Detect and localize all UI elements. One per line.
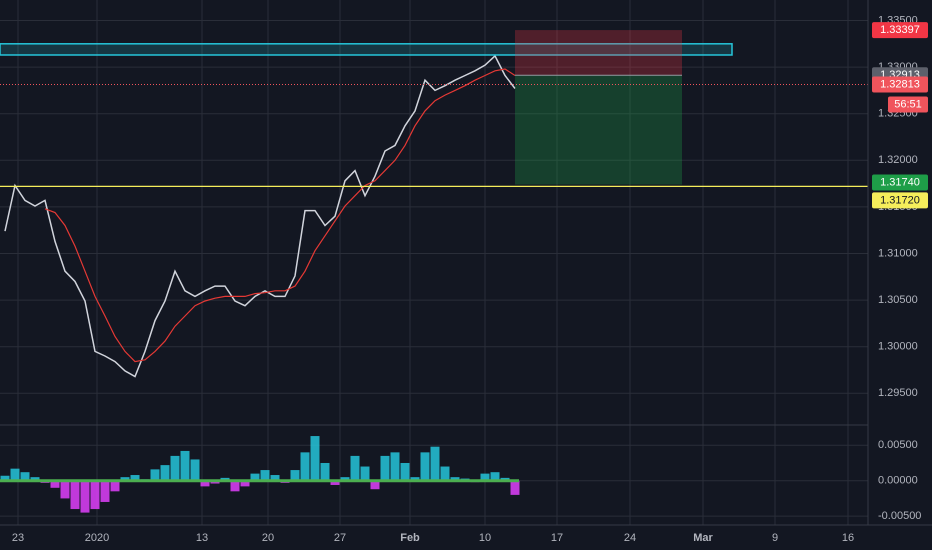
- histogram-bar: [370, 480, 380, 490]
- stop-area: [515, 30, 682, 76]
- histogram-bar: [430, 446, 440, 481]
- histogram-bar: [160, 465, 170, 481]
- histogram-bar: [440, 466, 450, 481]
- histogram-bar: [390, 452, 400, 481]
- histogram-bar: [170, 455, 180, 481]
- histogram-bar: [490, 472, 500, 481]
- histogram-bar: [20, 472, 30, 481]
- x-tick-label: Mar: [693, 532, 713, 544]
- histogram-bar: [250, 473, 260, 481]
- resistance-zone: [0, 43, 733, 56]
- y-tick-label: 1.31000: [878, 247, 918, 259]
- histogram-bar: [100, 480, 110, 502]
- target-area: [515, 75, 682, 185]
- histogram-bar: [110, 480, 120, 492]
- histogram-bar: [310, 436, 320, 481]
- histogram-bar: [450, 477, 460, 481]
- histogram-bar: [70, 480, 80, 510]
- target-badge: [872, 174, 928, 191]
- y-tick-label: 1.30500: [878, 294, 918, 306]
- histogram-bar: [130, 475, 140, 481]
- histogram-bar: [380, 455, 390, 481]
- histogram-bar: [30, 477, 40, 481]
- y-tick-label: 0.00500: [878, 439, 918, 451]
- x-tick-label: 9: [772, 532, 778, 544]
- histogram-bar: [260, 470, 270, 481]
- price-line: [44, 68, 516, 363]
- support-badge: [872, 192, 928, 209]
- histogram-bar: [10, 468, 20, 481]
- x-tick-label: 10: [479, 532, 491, 544]
- histogram-bar: [80, 480, 90, 513]
- countdown-label: 56:51: [894, 98, 922, 110]
- countdown-badge: [888, 96, 928, 113]
- histogram-bar: [480, 473, 490, 481]
- histogram-bar: [180, 450, 190, 481]
- x-tick-label: 24: [624, 532, 636, 544]
- histogram-bar: [410, 477, 420, 481]
- histogram-bar: [0, 475, 10, 481]
- x-tick-label: 20: [262, 532, 274, 544]
- support-label: 1.31720: [880, 194, 920, 206]
- histogram-bar: [290, 470, 300, 481]
- histogram-bar: [340, 477, 350, 481]
- histogram-bar: [320, 462, 330, 481]
- y-tick-label: 1.32000: [878, 154, 918, 166]
- histogram-bar: [350, 455, 360, 481]
- grid-layer: [0, 0, 868, 525]
- histogram-bar: [420, 452, 430, 481]
- x-tick-label: 23: [12, 532, 24, 544]
- last-price-badge: [872, 76, 928, 93]
- histogram-bar: [90, 480, 100, 510]
- histogram-bar: [190, 459, 200, 481]
- histogram-bar: [200, 480, 210, 487]
- stop-badge: [872, 22, 928, 39]
- histogram-bar: [400, 462, 410, 481]
- histogram-bar: [50, 480, 60, 488]
- histogram-bar: [270, 475, 280, 481]
- y-tick-label: -0.00500: [878, 510, 921, 522]
- label-layer: 23 2020 13 20 27 Feb 10 17 24 Mar 9 16 1.29500 1.3000…: [12, 14, 928, 544]
- last-price-label: 1.32813: [880, 78, 920, 90]
- histogram-bar: [150, 469, 160, 481]
- histogram-bar: [300, 452, 310, 481]
- histogram-bar: [510, 480, 520, 495]
- histogram-bar: [60, 480, 70, 499]
- y-tick-label: 1.29500: [878, 387, 918, 399]
- x-tick-label: 27: [334, 532, 346, 544]
- x-tick-label: 13: [196, 532, 208, 544]
- y-tick-label: 0.00000: [878, 475, 918, 487]
- histogram-bar: [120, 477, 130, 481]
- histogram-bar: [240, 480, 250, 487]
- histogram-bar: [230, 480, 240, 492]
- histogram-bar: [360, 466, 370, 481]
- stop-label: 1.33397: [880, 24, 920, 36]
- target-label: 1.31740: [880, 176, 920, 188]
- x-tick-label: 2020: [85, 532, 109, 544]
- x-tick-label: Feb: [400, 532, 420, 544]
- plot-layer: [0, 30, 868, 513]
- x-tick-label: 16: [842, 532, 854, 544]
- y-tick-label: 1.30000: [878, 341, 918, 353]
- histogram-bar: [330, 480, 340, 485]
- x-tick-label: 17: [551, 532, 563, 544]
